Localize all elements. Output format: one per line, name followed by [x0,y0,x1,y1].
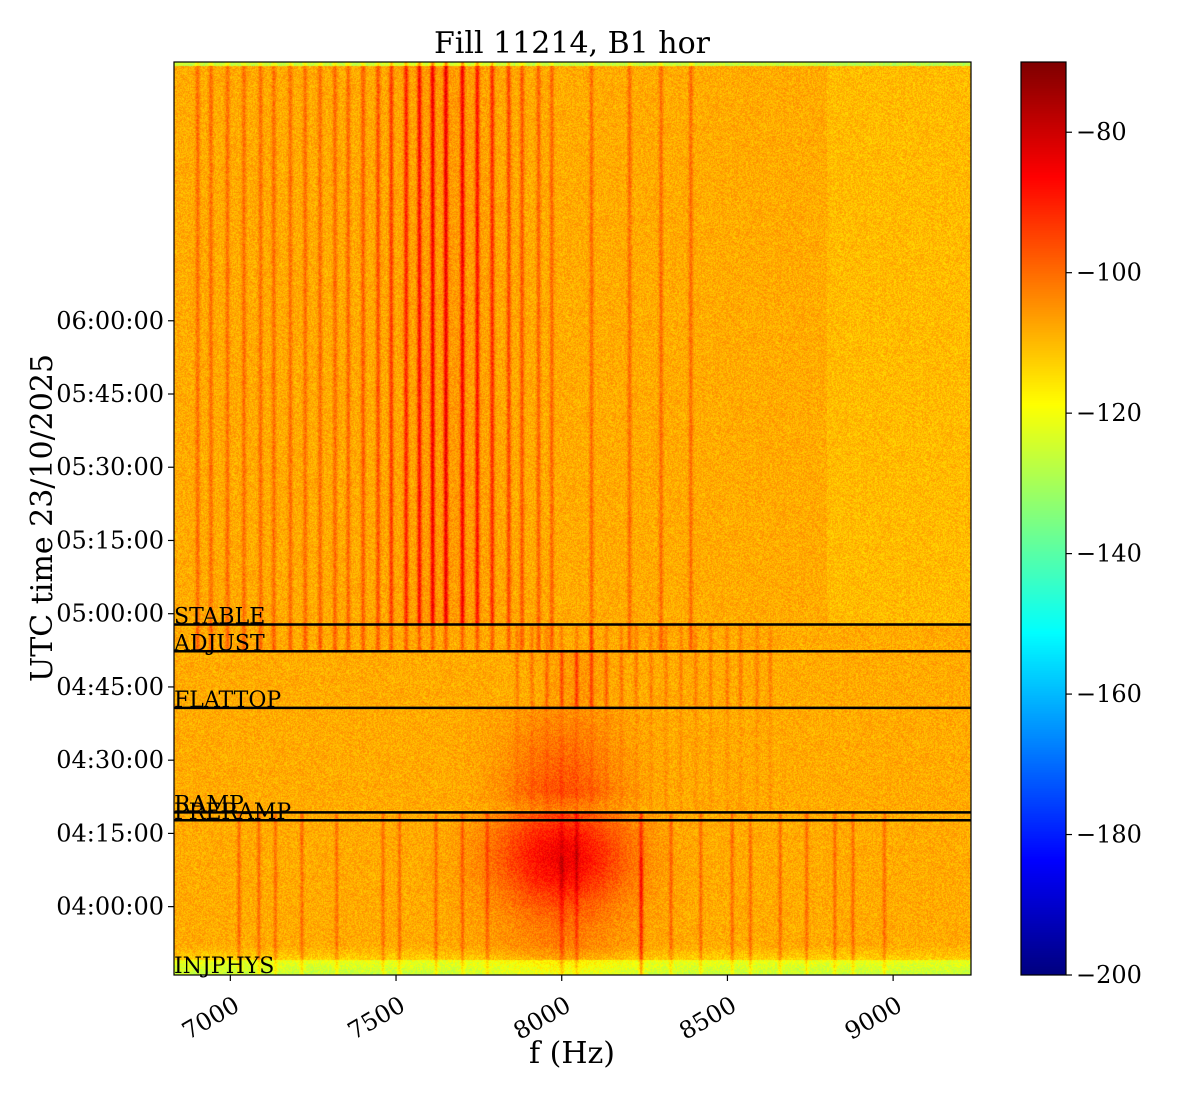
colorbar-gradient [1021,62,1066,975]
colorbar-tick-label: −180 [1076,821,1142,849]
beam-mode-label-ramp: RAMP [174,792,244,817]
x-tick-label: 9000 [840,991,907,1046]
x-axis-label: f (Hz) [529,1036,615,1071]
x-tick-label: 7500 [343,991,410,1046]
y-tick-label: 05:45:00 [56,380,164,408]
y-tick-label: 04:30:00 [56,746,164,774]
y-tick-label: 05:30:00 [56,453,164,481]
colorbar-tick-label: −120 [1076,399,1142,427]
colorbar-tick-label: −140 [1076,540,1142,568]
x-axis-ticks: 7000 7500 8000 8500 9000 [177,975,907,1045]
colorbar-tick-label: −200 [1076,961,1142,989]
y-tick-label: 05:00:00 [56,600,164,628]
y-axis-label: UTC time 23/10/2025 [25,354,60,682]
colorbar-frame [1020,61,1067,976]
colorbar-tick-label: −160 [1076,680,1142,708]
colorbar-tick-label: −100 [1076,259,1142,287]
plot-frame [173,61,972,976]
x-tick-label: 8500 [674,991,741,1046]
x-tick-label: 7000 [177,991,244,1046]
y-tick-label: 04:00:00 [56,893,164,921]
beam-mode-label-flattop: FLATTOP [174,688,281,713]
y-tick-label: 06:00:00 [56,307,164,335]
chart-title: Fill 11214, B1 hor [434,26,711,61]
colorbar-tick-label: −80 [1076,118,1127,146]
y-tick-label: 05:15:00 [56,526,164,554]
spectrogram-heatmap [174,62,971,975]
beam-mode-label-adjust: ADJUST [173,631,265,656]
y-tick-label: 04:15:00 [56,819,164,847]
colorbar-ticks: −80 −100 −120 −140 −160 −180 −200 [1066,118,1142,989]
y-tick-label: 04:45:00 [56,673,164,701]
y-axis-ticks: 04:00:00 04:15:00 04:30:00 04:45:00 05:00:00… [56,307,174,921]
beam-mode-label-stable: STABLE [174,604,265,629]
